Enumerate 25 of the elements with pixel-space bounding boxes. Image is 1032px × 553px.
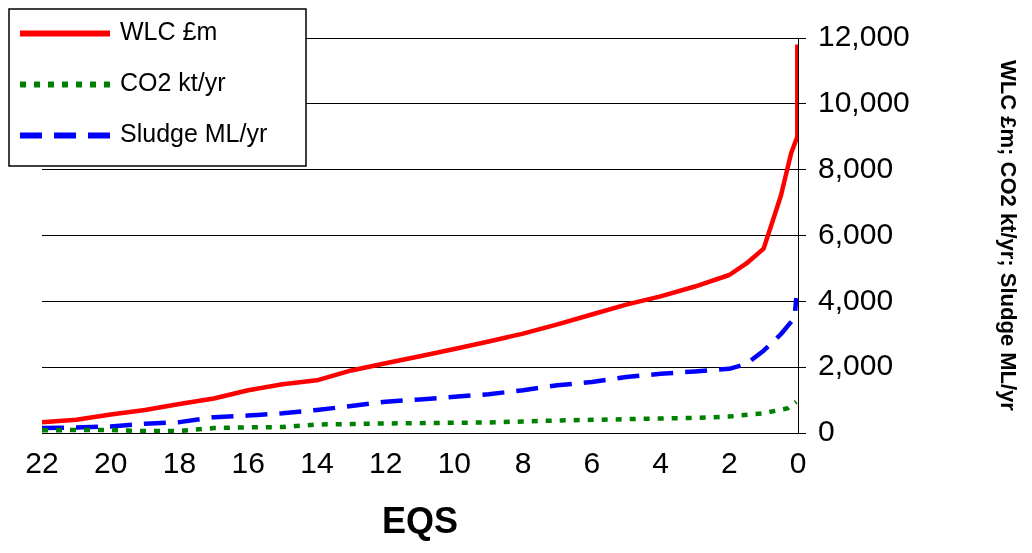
x-tick-label: 6 xyxy=(583,446,601,480)
x-tick-label: 10 xyxy=(437,446,472,480)
x-tick-label: 16 xyxy=(231,446,265,480)
y-tick-label: 12,000 xyxy=(818,19,910,53)
y-tick-label: 10,000 xyxy=(818,85,910,119)
x-tick-label: 4 xyxy=(652,446,669,480)
x-tick-label: 20 xyxy=(94,446,128,480)
y-tick-label: 4,000 xyxy=(818,282,894,316)
x-axis-title: EQS xyxy=(381,500,459,542)
legend-label: WLC £m xyxy=(120,17,218,46)
line-series xyxy=(42,399,798,433)
y-tick-label: 8,000 xyxy=(818,150,894,184)
y-axis-title: WLC £m; CO2 kt/yr; Sludge ML/yr xyxy=(995,60,1021,412)
x-tick-label: 22 xyxy=(25,446,59,480)
x-tick-label: 0 xyxy=(789,446,807,480)
y-tick-label: 0 xyxy=(818,414,835,448)
x-tick-label: 8 xyxy=(514,446,532,480)
x-tick-label: 14 xyxy=(300,446,334,480)
y-tick-label: 6,000 xyxy=(818,216,894,250)
x-tick-label: 2 xyxy=(720,446,738,480)
legend-label: CO2 kt/yr xyxy=(120,68,226,97)
y-tick-label: 2,000 xyxy=(818,348,894,382)
x-tick-label: 18 xyxy=(162,446,197,480)
legend-label: Sludge ML/yr xyxy=(120,119,268,148)
x-tick-label: 12 xyxy=(368,446,403,480)
